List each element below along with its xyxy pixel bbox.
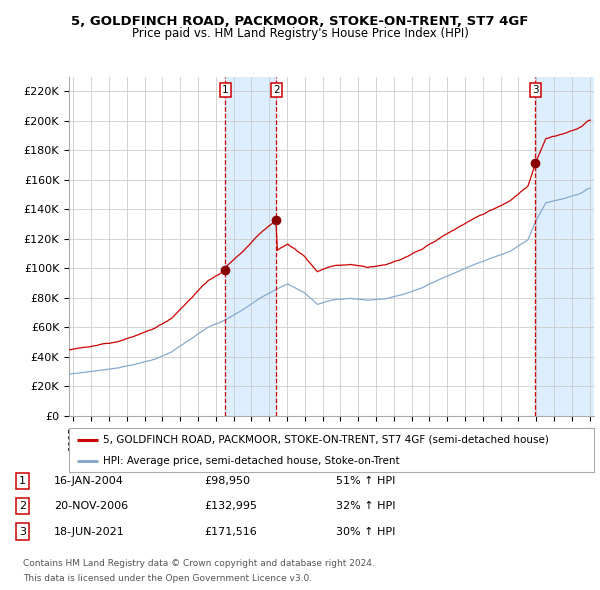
Text: 5, GOLDFINCH ROAD, PACKMOOR, STOKE-ON-TRENT, ST7 4GF: 5, GOLDFINCH ROAD, PACKMOOR, STOKE-ON-TR… [71,15,529,28]
Text: 5, GOLDFINCH ROAD, PACKMOOR, STOKE-ON-TRENT, ST7 4GF (semi-detached house): 5, GOLDFINCH ROAD, PACKMOOR, STOKE-ON-TR… [103,435,549,445]
Text: 1: 1 [19,476,26,486]
Text: 3: 3 [19,527,26,536]
Bar [535,77,594,416]
Text: Price paid vs. HM Land Registry's House Price Index (HPI): Price paid vs. HM Land Registry's House … [131,27,469,40]
Text: 2: 2 [273,85,280,95]
Text: £171,516: £171,516 [204,527,257,536]
Text: This data is licensed under the Open Government Licence v3.0.: This data is licensed under the Open Gov… [23,574,312,583]
Text: 2: 2 [19,502,26,511]
Text: 51% ↑ HPI: 51% ↑ HPI [336,476,395,486]
Text: 18-JUN-2021: 18-JUN-2021 [54,527,125,536]
Text: 32% ↑ HPI: 32% ↑ HPI [336,502,395,511]
Text: 3: 3 [532,85,539,95]
Bar [226,77,276,416]
Text: £132,995: £132,995 [204,502,257,511]
Text: £98,950: £98,950 [204,476,250,486]
Text: 30% ↑ HPI: 30% ↑ HPI [336,527,395,536]
Text: 16-JAN-2004: 16-JAN-2004 [54,476,124,486]
Text: 20-NOV-2006: 20-NOV-2006 [54,502,128,511]
Text: Contains HM Land Registry data © Crown copyright and database right 2024.: Contains HM Land Registry data © Crown c… [23,559,374,568]
Text: HPI: Average price, semi-detached house, Stoke-on-Trent: HPI: Average price, semi-detached house,… [103,456,400,466]
Text: 1: 1 [222,85,229,95]
